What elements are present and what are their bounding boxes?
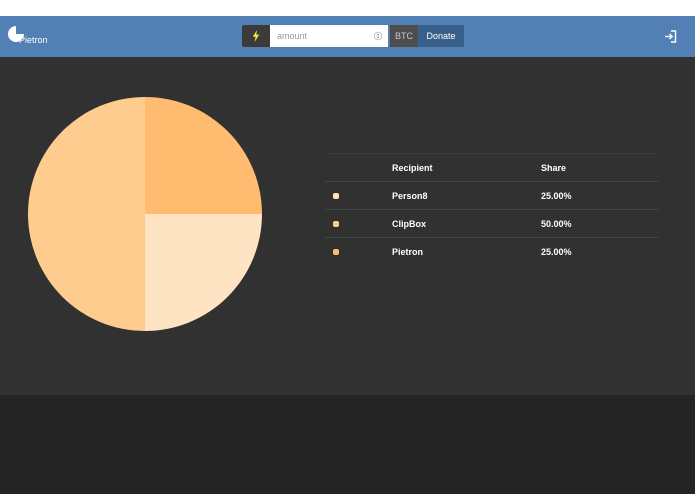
color-swatch bbox=[333, 249, 339, 255]
recipient-column-header: Recipient bbox=[392, 163, 433, 173]
currency-label: BTC bbox=[390, 25, 418, 47]
recipients-table: Recipient Share Person8 25.00% ClipBox 5… bbox=[325, 153, 658, 265]
table-row: Pietron 25.00% bbox=[325, 237, 658, 265]
color-swatch bbox=[333, 221, 339, 227]
table-header-row: Recipient Share bbox=[325, 153, 658, 181]
footer bbox=[0, 395, 695, 494]
pie-slice-person8 bbox=[145, 214, 262, 331]
share-value: 25.00% bbox=[541, 191, 572, 201]
donate-button[interactable]: Donate bbox=[418, 25, 464, 47]
donate-form: BTC Donate bbox=[242, 25, 464, 47]
brand-name: Pietron bbox=[19, 35, 48, 45]
sign-in-icon[interactable] bbox=[664, 30, 677, 43]
share-column-header: Share bbox=[541, 163, 567, 173]
pie-slice-pietron bbox=[145, 97, 262, 214]
pie-logo-icon bbox=[8, 26, 24, 42]
recipient-name: Pietron bbox=[392, 247, 424, 257]
number-spinner-icon[interactable] bbox=[374, 31, 382, 41]
share-pie-chart bbox=[28, 97, 262, 331]
amount-field bbox=[270, 25, 388, 47]
navbar: Pietron BTC Donate bbox=[0, 16, 695, 57]
lightning-bolt-icon bbox=[252, 30, 260, 42]
recipient-name: ClipBox bbox=[392, 219, 427, 229]
table-row: ClipBox 50.00% bbox=[325, 209, 658, 237]
share-value: 25.00% bbox=[541, 247, 572, 257]
recipient-name: Person8 bbox=[392, 191, 428, 201]
table-row: Person8 25.00% bbox=[325, 181, 658, 209]
lightning-button[interactable] bbox=[242, 25, 270, 47]
pie-slice-clipbox bbox=[28, 97, 145, 331]
amount-input[interactable] bbox=[270, 25, 370, 47]
share-value: 50.00% bbox=[541, 219, 572, 229]
color-swatch bbox=[333, 193, 339, 199]
